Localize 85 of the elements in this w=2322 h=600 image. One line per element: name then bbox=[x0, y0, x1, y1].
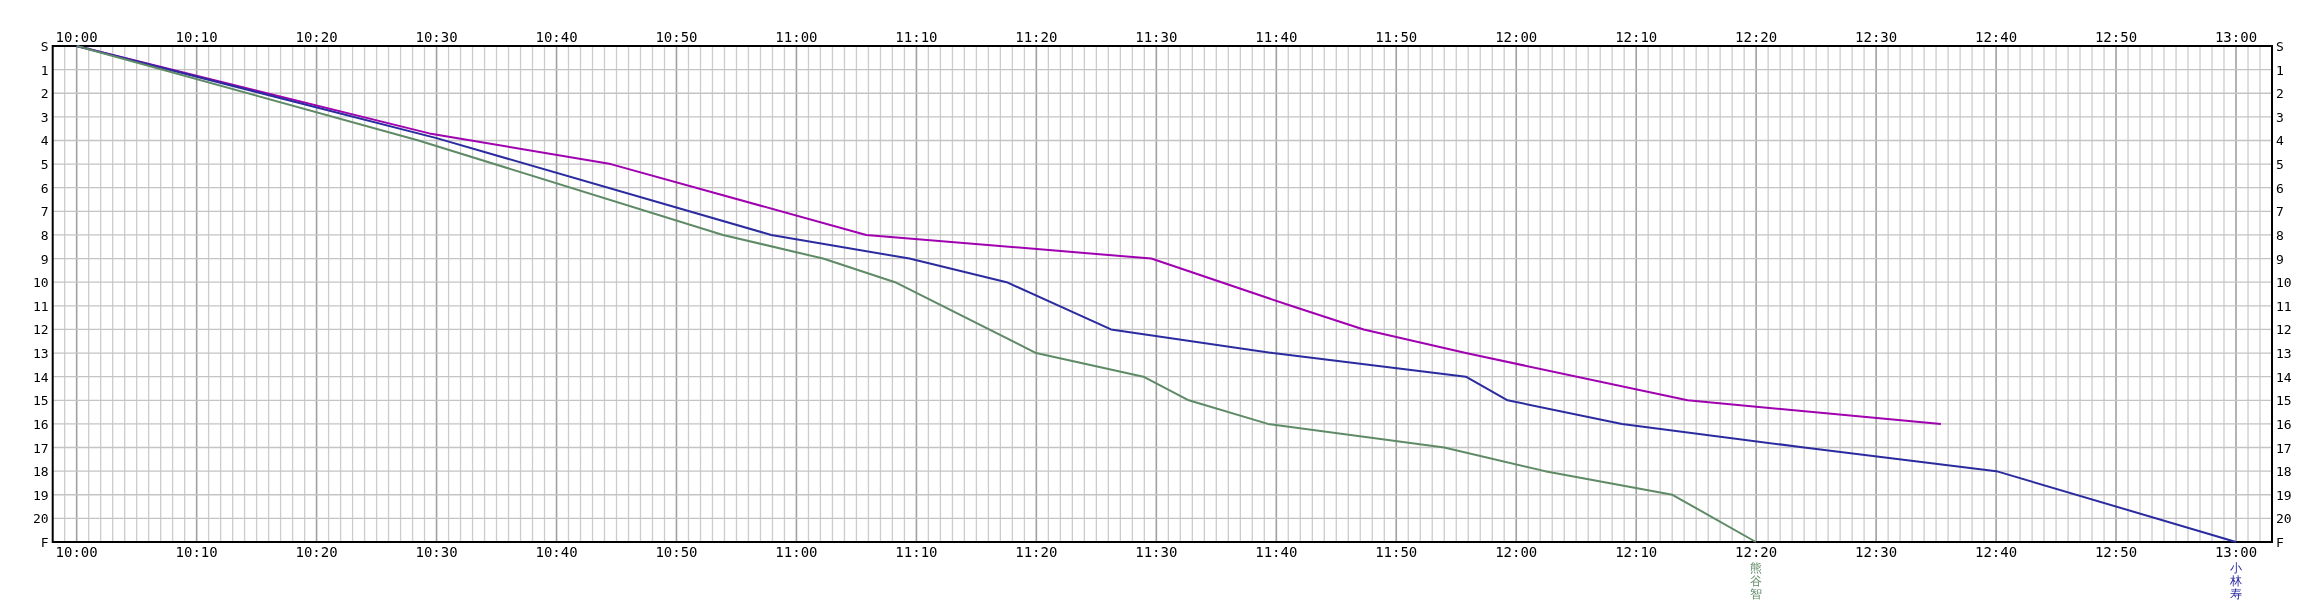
y-tick-label: 8 bbox=[40, 227, 49, 243]
y-tick-label: 1 bbox=[40, 62, 49, 78]
y2-tick-label: 12 bbox=[2276, 322, 2292, 338]
x2-tick-label: 10:50 bbox=[655, 544, 698, 560]
x-tick-label: 10:30 bbox=[415, 29, 458, 45]
x2-tick-label: 11:10 bbox=[895, 544, 938, 560]
x2-tick-label: 11:40 bbox=[1255, 544, 1298, 560]
y-tick-label: 7 bbox=[40, 204, 49, 220]
y2-tick-label: 17 bbox=[2276, 440, 2292, 456]
series-label: 熊谷智 bbox=[1749, 561, 1762, 600]
y2-tick-label: S bbox=[2276, 39, 2284, 54]
x-tick-label: 12:10 bbox=[1615, 29, 1658, 45]
y-tick-label: 20 bbox=[33, 511, 49, 527]
y2-tick-label: 15 bbox=[2276, 393, 2292, 409]
y2-tick-label: 19 bbox=[2276, 487, 2292, 503]
y2-tick-label: 7 bbox=[2276, 204, 2284, 220]
x-tick-label: 10:10 bbox=[175, 29, 218, 45]
x2-tick-label: 10:20 bbox=[295, 544, 338, 560]
y2-tick-label: 2 bbox=[2276, 86, 2284, 102]
x2-tick-label: 12:00 bbox=[1495, 544, 1538, 560]
x2-tick-label: 12:10 bbox=[1615, 544, 1658, 560]
y-tick-label: 16 bbox=[33, 416, 49, 432]
y2-tick-label: 8 bbox=[2276, 227, 2284, 243]
x-tick-label: 10:20 bbox=[295, 29, 338, 45]
x2-tick-label: 11:30 bbox=[1135, 544, 1178, 560]
x-tick-label: 12:00 bbox=[1495, 29, 1538, 45]
x-tick-label: 12:20 bbox=[1735, 29, 1778, 45]
x2-tick-label: 12:30 bbox=[1855, 544, 1898, 560]
y2-tick-label: 6 bbox=[2276, 180, 2284, 196]
x2-tick-label: 10:40 bbox=[535, 544, 578, 560]
y-tick-label: 14 bbox=[33, 369, 49, 385]
y-tick-label: S bbox=[40, 39, 49, 54]
x-tick-label: 12:50 bbox=[2094, 29, 2138, 45]
y-tick-label: 18 bbox=[33, 464, 49, 480]
x-tick-label: 11:10 bbox=[895, 29, 938, 45]
y2-tick-label: 14 bbox=[2276, 369, 2292, 385]
y-tick-label: 17 bbox=[33, 440, 49, 456]
y2-tick-label: F bbox=[2276, 535, 2284, 550]
y2-tick-label: 13 bbox=[2276, 346, 2292, 362]
line-series bbox=[75, 45, 1757, 543]
y-tick-label: 13 bbox=[33, 346, 49, 362]
x-tick-label: 10:40 bbox=[535, 29, 578, 45]
x2-tick-label: 11:20 bbox=[1015, 544, 1058, 560]
y2-tick-label: 3 bbox=[2276, 109, 2284, 125]
y2-tick-label: 4 bbox=[2276, 133, 2284, 149]
y-tick-label: 15 bbox=[33, 393, 49, 409]
y-tick-label: 12 bbox=[33, 322, 49, 338]
y2-tick-label: 20 bbox=[2276, 511, 2292, 527]
x-tick-label: 11:00 bbox=[775, 29, 818, 45]
y-tick-label: 11 bbox=[33, 298, 49, 314]
y2-tick-label: 11 bbox=[2276, 298, 2292, 314]
y2-tick-label: 16 bbox=[2276, 416, 2292, 432]
x-tick-label: 11:40 bbox=[1255, 29, 1298, 45]
x-tick-label: 11:20 bbox=[1015, 29, 1058, 45]
x2-tick-label: 10:10 bbox=[175, 544, 218, 560]
y-tick-label: 2 bbox=[40, 86, 49, 102]
x-tick-label: 10:00 bbox=[55, 29, 98, 45]
x2-tick-label: 13:00 bbox=[2214, 544, 2258, 560]
x-tick-label: 10:50 bbox=[655, 29, 698, 45]
y-tick-label: 6 bbox=[40, 180, 49, 196]
x2-tick-label: 11:50 bbox=[1375, 544, 1418, 560]
x-tick-label: 13:00 bbox=[2214, 29, 2258, 45]
y-tick-label: 9 bbox=[40, 251, 49, 267]
x2-tick-label: 10:00 bbox=[55, 544, 98, 560]
y-tick-label: 3 bbox=[40, 109, 49, 125]
y-tick-label: 19 bbox=[33, 487, 49, 503]
series-label: 小林寿 bbox=[2229, 561, 2243, 600]
y-tick-label: 10 bbox=[33, 275, 49, 291]
x2-tick-label: 11:00 bbox=[775, 544, 818, 560]
x-tick-label: 11:30 bbox=[1135, 29, 1178, 45]
y2-tick-label: 18 bbox=[2276, 464, 2292, 480]
x-tick-label: 12:30 bbox=[1855, 29, 1898, 45]
y2-tick-label: 1 bbox=[2276, 62, 2284, 78]
y-tick-label: 5 bbox=[40, 157, 49, 173]
x2-tick-label: 12:50 bbox=[2094, 544, 2138, 560]
y-tick-label: F bbox=[40, 535, 49, 550]
y2-tick-label: 9 bbox=[2276, 251, 2284, 267]
y-tick-label: 4 bbox=[40, 133, 49, 149]
x2-tick-label: 10:30 bbox=[415, 544, 458, 560]
x2-tick-label: 12:40 bbox=[1975, 544, 2018, 560]
x-tick-label: 11:50 bbox=[1375, 29, 1418, 45]
y2-tick-label: 5 bbox=[2276, 157, 2284, 173]
x-tick-label: 12:40 bbox=[1975, 29, 2018, 45]
y2-tick-label: 10 bbox=[2276, 275, 2292, 291]
x2-tick-label: 12:20 bbox=[1735, 544, 1778, 560]
